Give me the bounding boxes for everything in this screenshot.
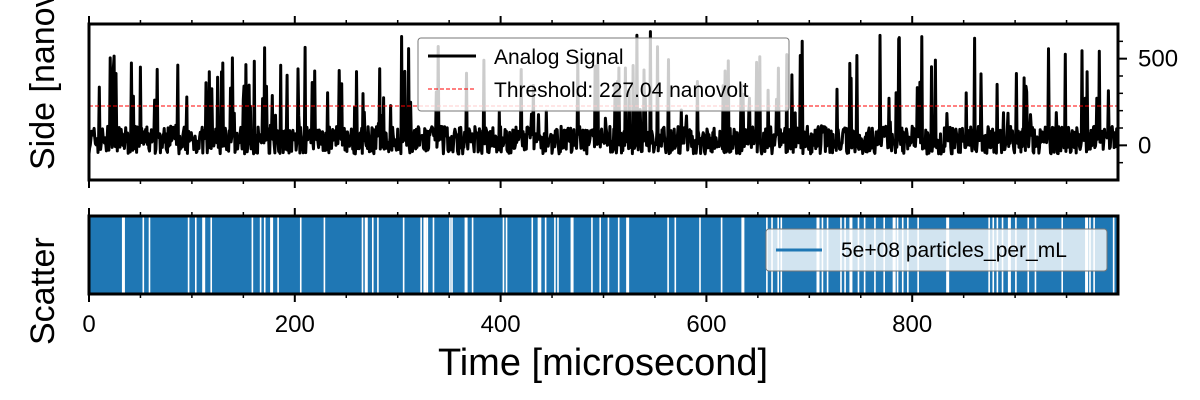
- detection-gap: [263, 216, 266, 294]
- detection-gap: [361, 216, 364, 294]
- detection-gap: [599, 216, 601, 294]
- detection-gap: [210, 216, 213, 294]
- detection-gap: [371, 216, 374, 294]
- analog-signal-line: [89, 30, 1118, 156]
- signal-panel: 0 500 Analog Signal Threshold: 227.04 nan…: [87, 16, 1178, 188]
- detection-gap: [617, 216, 620, 294]
- detection-panel: 0 200 400 600 800 5e+08 particles_per_mL: [82, 208, 1120, 338]
- legend-threshold-label: Threshold: 227.04 nanovolt: [494, 79, 749, 102]
- detection-gap: [449, 216, 451, 294]
- detection-gap: [1112, 216, 1115, 294]
- x-tick-label: 0: [82, 311, 95, 338]
- x-tick-label: 800: [892, 311, 932, 338]
- detection-gap: [570, 216, 574, 294]
- x-tick-label: 600: [686, 311, 726, 338]
- detection-gap: [194, 216, 197, 294]
- x-axis-label: Time [microsecond]: [438, 342, 768, 384]
- detection-gap: [202, 216, 206, 294]
- x-tick-label: 200: [275, 311, 315, 338]
- detection-gap: [277, 216, 279, 294]
- detection-gap: [423, 216, 427, 294]
- detection-gap: [471, 216, 474, 294]
- detection-gap: [554, 216, 556, 294]
- y-axis-label-overlap: Scatter: [24, 237, 62, 345]
- detection-gap: [531, 216, 534, 294]
- detection-gap: [142, 216, 145, 294]
- detection-gap: [299, 216, 302, 294]
- detection-gap: [607, 216, 610, 294]
- detection-gap: [187, 216, 190, 294]
- legend-particles-label: 5e+08 particles_per_mL: [841, 239, 1067, 262]
- detection-gap: [537, 216, 541, 294]
- signal-legend-box: [417, 37, 790, 112]
- detection-gap: [591, 216, 593, 294]
- legend-analog-signal-label: Analog Signal: [494, 46, 624, 69]
- detection-gap: [699, 216, 701, 294]
- detection-gap: [270, 216, 274, 294]
- detection-gap: [502, 216, 505, 294]
- detection-gap: [426, 216, 429, 294]
- detection-gap: [364, 216, 368, 294]
- detection-gap: [259, 216, 262, 294]
- detection-gap: [674, 216, 677, 294]
- detection-legend-box: [765, 228, 1108, 272]
- detection-gap: [432, 216, 435, 294]
- detection-gap: [251, 216, 254, 294]
- detection-gap: [323, 216, 326, 294]
- detection-gap: [741, 216, 745, 294]
- detection-gap: [667, 216, 669, 294]
- detection-legend: 5e+08 particles_per_mL: [765, 228, 1108, 272]
- detection-gap: [720, 216, 723, 294]
- y-tick-label: 0: [1138, 132, 1151, 159]
- detection-gap: [544, 216, 547, 294]
- detection-gap: [557, 216, 559, 294]
- detection-gap: [464, 216, 468, 294]
- detection-gap: [626, 216, 630, 294]
- y-axis-label: Side [nanovolt]: [24, 0, 62, 170]
- y-tick-label: 500: [1138, 46, 1178, 73]
- x-tick-label: 400: [481, 311, 521, 338]
- detection-gap: [505, 216, 508, 294]
- detection-gap: [451, 216, 453, 294]
- detection-gap: [148, 216, 151, 294]
- detection-gap: [539, 216, 542, 294]
- detection-gap: [121, 216, 125, 294]
- detection-gap: [377, 216, 379, 294]
- detection-gap: [420, 216, 422, 294]
- signal-legend: Analog Signal Threshold: 227.04 nanovolt: [417, 37, 790, 112]
- detection-gap: [402, 216, 405, 294]
